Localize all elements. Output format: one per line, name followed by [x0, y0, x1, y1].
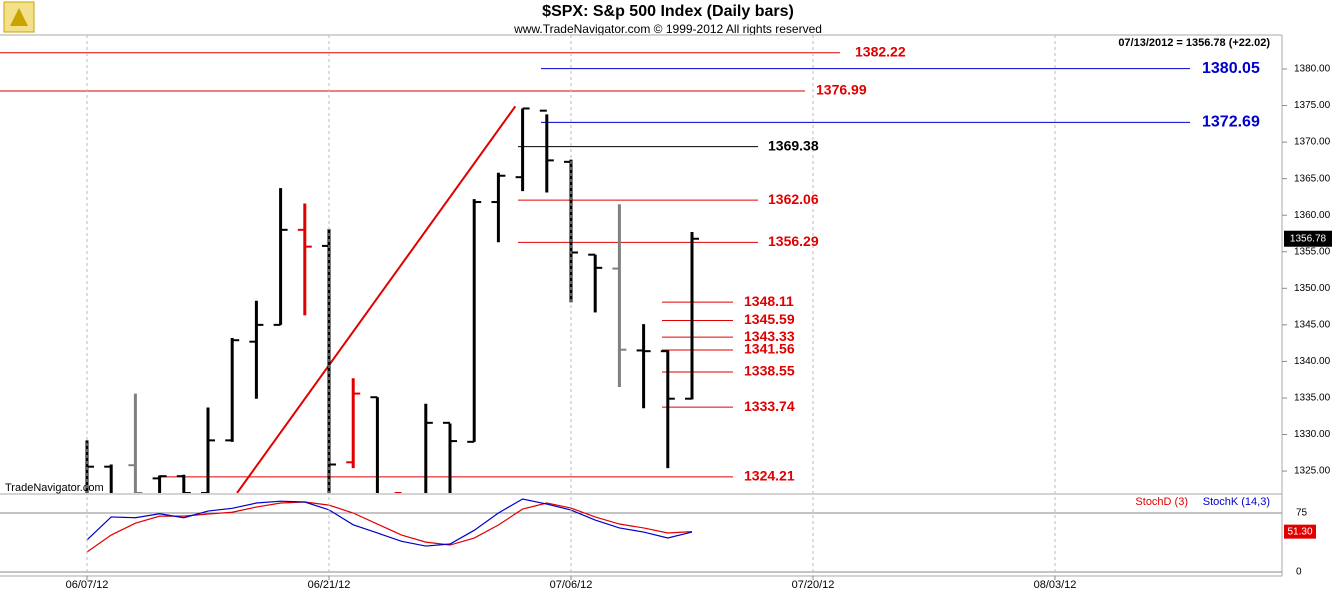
y-tick-label: 1330.00 [1294, 429, 1331, 440]
legend-entry: StochK (14,3) [1203, 496, 1270, 508]
level-label: 1362.06 [768, 191, 819, 207]
chart-subtitle: www.TradeNavigator.com © 1999-2012 All r… [513, 22, 822, 36]
level-label: 1338.55 [744, 363, 795, 379]
level-label: 1341.56 [744, 341, 795, 357]
x-tick-label: 06/07/12 [66, 579, 109, 591]
level-label: 1372.69 [1202, 114, 1260, 131]
x-tick-label: 08/03/12 [1034, 579, 1077, 591]
legend-entry: StochD (3) [1135, 496, 1188, 508]
y-tick-label: 1350.00 [1294, 283, 1331, 294]
level-label: 1376.99 [816, 82, 867, 98]
level-label: 1380.05 [1202, 60, 1260, 77]
level-label: 1333.74 [744, 398, 795, 414]
y2-tick-label: 0 [1296, 567, 1302, 578]
y-tick-label: 1370.00 [1294, 137, 1331, 148]
price-panel [0, 52, 1190, 493]
stoch-label-box [1284, 524, 1316, 539]
logo [3, 1, 35, 33]
stoch-label: 51.30 [1287, 526, 1312, 537]
x-tick-label: 07/20/12 [792, 579, 835, 591]
price-label-box [1284, 230, 1332, 247]
level-label: 1343.33 [744, 328, 795, 344]
x-tick-label: 07/06/12 [550, 579, 593, 591]
y-tick-label: 1360.00 [1294, 210, 1331, 221]
axes: 06/07/12 06/21/12 07/06/12 07/20/12 08/03/12… [66, 35, 1332, 591]
y2-tick-label: 75 [1296, 508, 1308, 519]
stoch-line [86, 501, 693, 553]
y-tick-label: 1380.00 [1294, 64, 1331, 75]
level-label: 1324.21 [744, 468, 795, 484]
info-text: 07/13/2012 = 1356.78 (+22.02) [1118, 37, 1270, 49]
y-tick-label: 1345.00 [1294, 320, 1331, 331]
y-tick-label: 1325.00 [1294, 466, 1331, 477]
y-tick-label: 1375.00 [1294, 100, 1331, 111]
stoch-line [86, 498, 693, 547]
level-label: 1369.38 [768, 137, 819, 153]
y-tick-label: 1355.00 [1294, 246, 1331, 257]
chart-title: $SPX: S&p 500 Index (Daily bars) [542, 3, 794, 20]
y-tick-label: 1335.00 [1294, 393, 1331, 404]
y-tick-label: 1340.00 [1294, 356, 1331, 367]
level-label: 1356.29 [768, 233, 819, 249]
price-label: 1356.78 [1290, 233, 1327, 244]
x-tick-label: 06/21/12 [308, 579, 351, 591]
watermark: TradeNavigator.com [5, 482, 104, 494]
stoch-panel [0, 498, 1282, 573]
level-label: 1348.11 [744, 293, 794, 309]
y-tick-label: 1365.00 [1294, 173, 1331, 184]
level-label: 1345.59 [744, 311, 795, 327]
trendline [236, 105, 517, 493]
level-label: 1382.22 [855, 43, 906, 59]
